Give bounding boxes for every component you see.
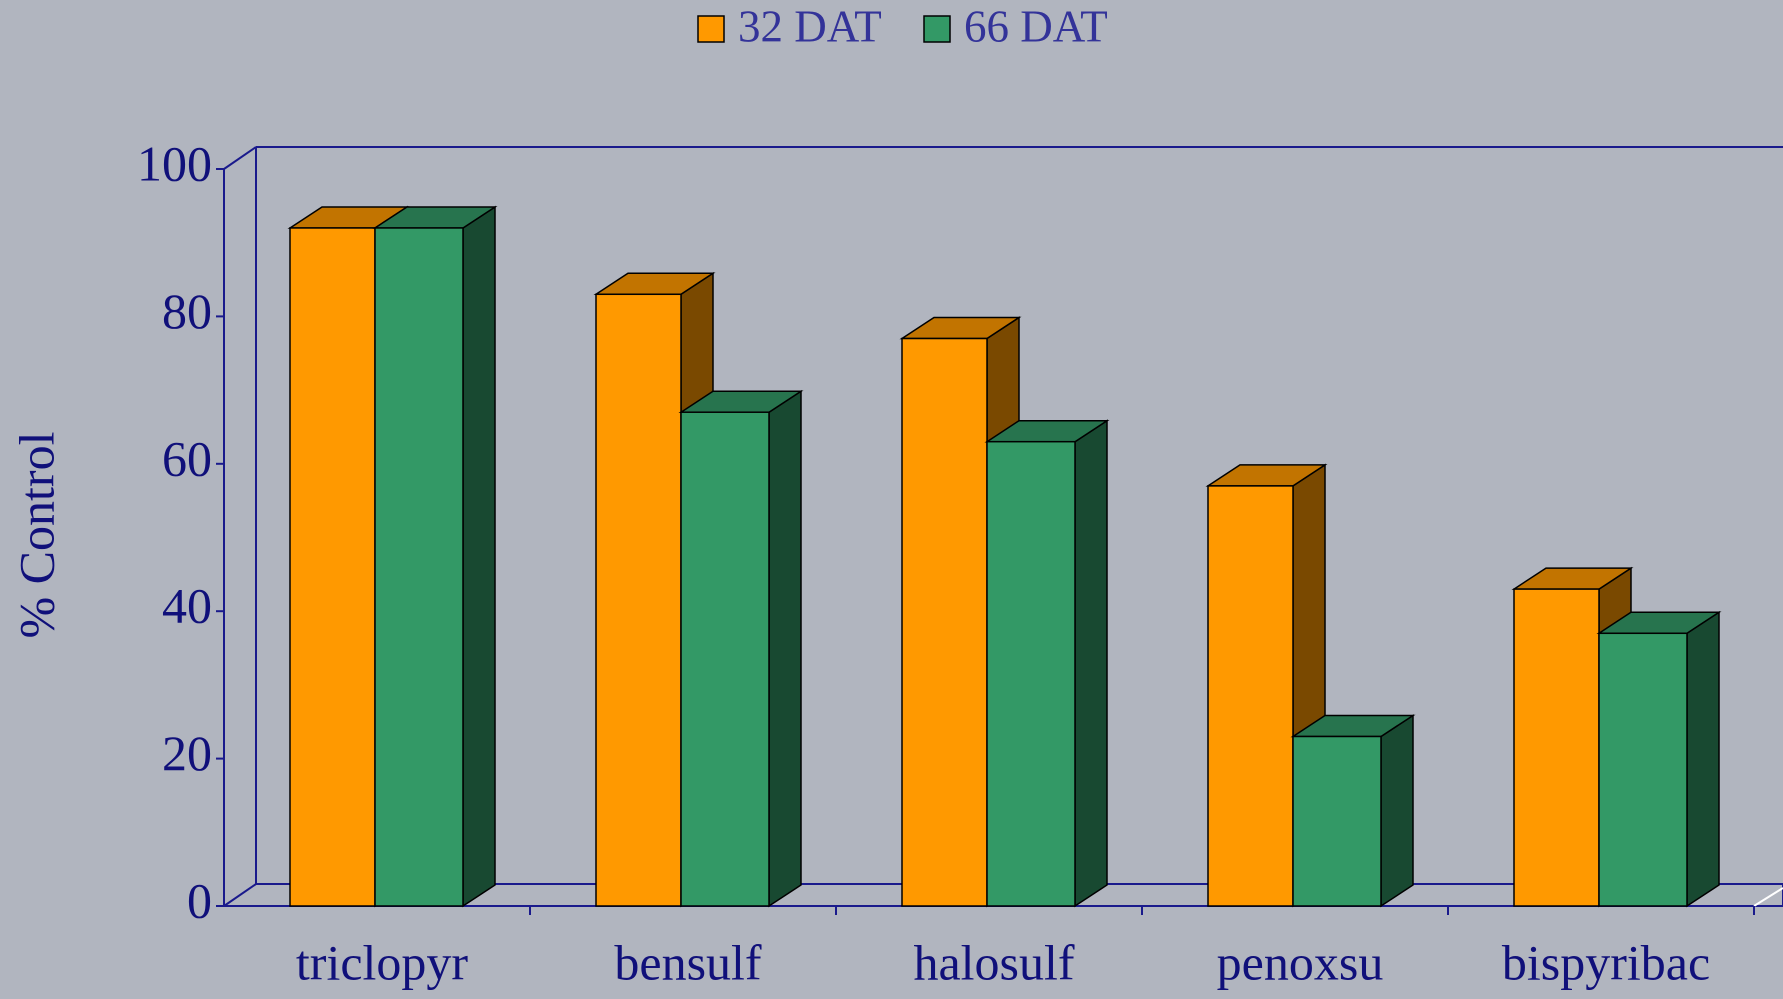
legend-label: 66 DAT bbox=[964, 1, 1108, 51]
x-tick-label: bensulf bbox=[614, 934, 762, 990]
x-tick-label: bispyribac bbox=[1502, 934, 1710, 990]
bar bbox=[1598, 632, 1688, 907]
bar bbox=[680, 411, 770, 907]
bar bbox=[1292, 735, 1382, 907]
x-tick-label: triclopyr bbox=[296, 934, 469, 990]
y-tick-label: 20 bbox=[162, 725, 212, 781]
bar bbox=[1513, 588, 1600, 907]
bar-side bbox=[768, 389, 802, 908]
y-tick-label: 40 bbox=[162, 578, 212, 634]
x-tick-label: penoxsu bbox=[1217, 934, 1384, 990]
y-tick-label: 60 bbox=[162, 430, 212, 486]
side-wall-top bbox=[223, 146, 257, 170]
x-tick-label: halosulf bbox=[913, 934, 1074, 990]
floor-edge bbox=[1753, 887, 1783, 907]
bar bbox=[901, 337, 988, 907]
legend-label: 32 DAT bbox=[738, 1, 882, 51]
y-tick-label: 80 bbox=[162, 283, 212, 339]
y-axis-label: % Control bbox=[8, 432, 64, 639]
bar bbox=[986, 440, 1076, 907]
bar bbox=[595, 293, 682, 907]
y-tick-label: 0 bbox=[187, 872, 212, 928]
bar bbox=[289, 227, 376, 907]
bar-side bbox=[1380, 714, 1414, 908]
bar bbox=[374, 227, 464, 907]
bar-side bbox=[462, 205, 496, 908]
legend-swatch bbox=[923, 15, 951, 43]
y-tick-label: 100 bbox=[137, 135, 212, 191]
bar bbox=[1207, 485, 1294, 907]
legend-swatch bbox=[697, 15, 725, 43]
bar-side bbox=[1074, 419, 1108, 908]
bar-side bbox=[1686, 610, 1720, 908]
